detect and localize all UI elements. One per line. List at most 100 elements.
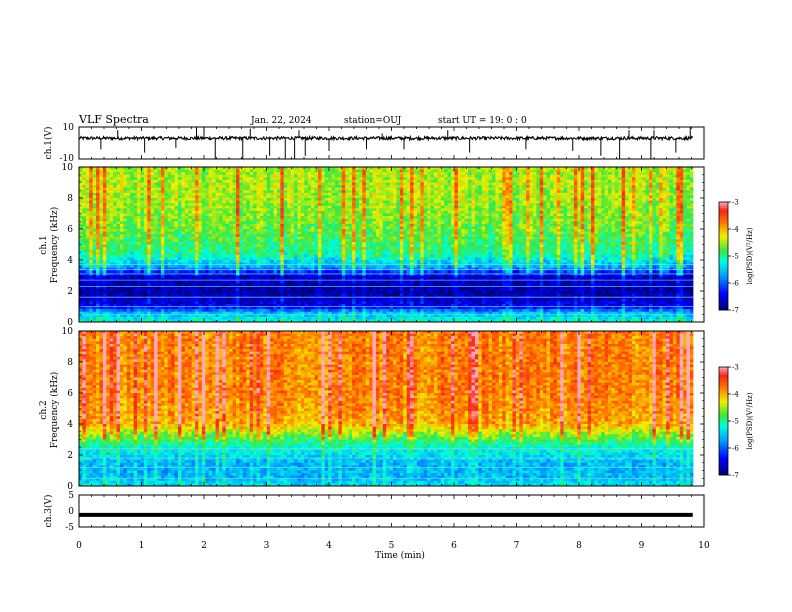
spectrogram-cell <box>160 187 165 191</box>
spectrogram-cell <box>290 231 295 235</box>
spectrogram-cell <box>290 167 295 170</box>
spectrogram-cell <box>314 195 319 199</box>
spectrogram-cell <box>304 234 309 238</box>
spectrogram-cell <box>246 234 251 238</box>
spectrogram-cell <box>536 200 541 204</box>
spectrogram-cell <box>666 226 670 230</box>
spectrogram-cell <box>594 192 599 196</box>
spectrogram-cell <box>133 182 138 186</box>
spectrogram-cell <box>362 172 367 176</box>
spectrogram-cell <box>253 218 257 222</box>
spectrogram-cell <box>427 226 431 230</box>
spectrogram-cell <box>191 223 196 227</box>
spectrogram-cell <box>164 195 169 199</box>
spectrogram-cell <box>413 187 418 191</box>
spectrogram-cell <box>686 198 691 201</box>
spectrogram-cell <box>608 167 612 170</box>
spectrogram-cell <box>365 223 370 227</box>
spectrogram-cell <box>410 234 414 238</box>
spectrogram-cell <box>215 179 220 183</box>
spectrogram-cell <box>372 234 377 238</box>
spectrogram-cell <box>451 205 455 209</box>
spectrogram-cell <box>375 167 380 170</box>
spectrogram-cell <box>560 185 565 189</box>
spectrogram-cell <box>567 216 571 220</box>
spectrogram-cell <box>580 174 585 178</box>
spectrogram-cell <box>444 187 448 191</box>
spectrogram-cell <box>488 195 493 199</box>
spectrogram-cell <box>143 216 148 220</box>
spectrogram-cell <box>498 198 503 201</box>
spectrogram-cell <box>645 190 650 194</box>
spectrogram-cell <box>304 192 309 196</box>
spectrogram-cell <box>550 213 554 217</box>
spectrogram-cell <box>89 221 93 225</box>
spectrogram-cell <box>109 190 114 194</box>
spectrogram-cell <box>413 198 418 201</box>
spectrogram-cell <box>276 229 281 232</box>
spectrogram-cell <box>102 234 107 238</box>
spectrogram-cell <box>324 221 329 225</box>
spectrogram-cell <box>222 187 227 191</box>
spectrogram-cell <box>689 187 694 191</box>
spectrogram-cell <box>154 195 158 199</box>
spectrogram-cell <box>123 231 128 235</box>
spectrogram-cell <box>478 221 483 225</box>
spectrogram-cell <box>212 172 216 176</box>
spectrogram-cell <box>365 226 370 230</box>
spectrogram-cell <box>608 192 612 196</box>
spectrogram-cell <box>280 195 285 199</box>
spectrogram-cell <box>147 213 152 217</box>
spectrogram-cell <box>379 177 384 181</box>
spectrogram-cell <box>239 226 244 230</box>
spectrogram-cell <box>597 167 602 170</box>
spectrogram-cell <box>532 223 537 227</box>
spectrogram-cell <box>532 172 537 176</box>
spectrogram-cell <box>440 198 445 201</box>
spectrogram-cell <box>447 172 452 176</box>
spectrogram-cell <box>229 221 233 225</box>
spectrogram-cell <box>597 213 602 217</box>
spectrogram-cell <box>160 185 165 189</box>
spectrogram-cell <box>249 236 254 240</box>
spectrogram-cell <box>488 221 493 225</box>
spectrogram-cell <box>587 229 592 232</box>
spectrogram-cell <box>614 198 619 201</box>
spectrogram-cell <box>625 177 629 181</box>
spectrogram-cell <box>215 203 220 207</box>
spectrogram-cell <box>433 177 438 181</box>
spectrogram-cell <box>321 195 326 199</box>
spectrogram-cell <box>659 192 663 196</box>
spectrogram-cell <box>410 169 414 173</box>
spectrogram-cell <box>137 234 141 238</box>
spectrogram-cell <box>570 187 575 191</box>
spectrogram-cell <box>174 177 179 181</box>
spectrogram-cell <box>457 169 462 173</box>
spectrogram-cell <box>341 234 346 238</box>
spectrogram-cell <box>474 172 479 176</box>
spectrogram-cell <box>372 226 377 230</box>
spectrogram-cell <box>399 216 404 220</box>
spectrogram-cell <box>266 213 271 217</box>
spectrogram-cell <box>590 226 595 230</box>
spectrogram-cell <box>635 179 640 183</box>
spectrogram-cell <box>659 218 663 222</box>
spectrogram-cell <box>468 231 472 235</box>
spectrogram-cell <box>594 182 599 186</box>
spectrogram-cell <box>239 229 244 232</box>
spectrogram-cell <box>113 169 117 173</box>
spectrogram-cell <box>662 200 667 204</box>
spectrogram-cell <box>638 179 643 183</box>
spectrogram-cell <box>116 167 121 170</box>
spectrogram-cell <box>631 221 636 225</box>
spectrogram-cell <box>594 198 599 201</box>
spectrogram-cell <box>218 174 223 178</box>
spectrogram-cell <box>437 192 442 196</box>
spectrogram-cell <box>324 210 329 214</box>
spectrogram-cell <box>266 172 271 176</box>
spectrogram-cell <box>526 223 530 227</box>
spectrogram-cell <box>676 223 681 227</box>
spectrogram-cell <box>355 190 360 194</box>
spectrogram-cell <box>543 172 547 176</box>
spectrogram-cell <box>119 172 124 176</box>
